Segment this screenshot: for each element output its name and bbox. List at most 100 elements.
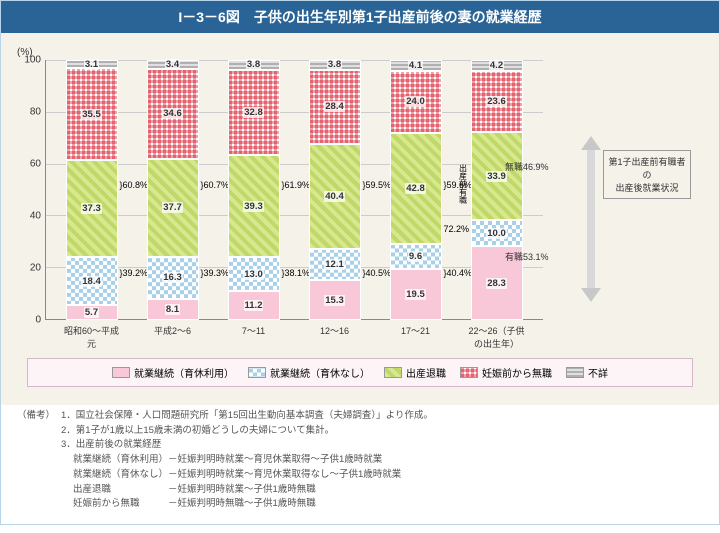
bar-segment-red: 34.6 <box>147 69 199 159</box>
xtick: 17～21 <box>386 324 446 350</box>
ytick: 80 <box>30 107 41 118</box>
legend-item: 出産退職 <box>384 365 446 380</box>
note-3-d4: 妊娠前から無職 －妊娠判明時無職～子供1歳時無職 <box>17 497 703 512</box>
yushoku-label: 有職53.1% <box>505 250 549 263</box>
legend-label: 出産退職 <box>406 365 446 380</box>
arrow-down-icon <box>581 288 601 302</box>
footnotes: （備考）1．国立社会保障・人口問題研究所「第15回出生動向基本調査（夫婦調査）」… <box>1 405 719 524</box>
ytick: 0 <box>35 315 41 326</box>
bar-value-label: 4.1 <box>408 60 423 71</box>
bar-value-label: 40.4 <box>324 191 345 202</box>
brace-label: }40.5% <box>363 268 392 278</box>
brace-label: }60.7% <box>201 180 230 190</box>
bar-value-label: 3.8 <box>327 59 342 70</box>
mushoku-label: 無職46.9% <box>505 160 549 173</box>
bar-col: 8.116.337.734.63.4}60.7%}39.3% <box>147 60 199 320</box>
legend-swatch <box>248 367 266 378</box>
bar-value-label: 12.1 <box>324 259 345 270</box>
legend-swatch <box>112 367 130 378</box>
notes-head: （備考） <box>17 409 61 424</box>
ytick: 20 <box>30 263 41 274</box>
brace-label: }60.8% <box>120 180 149 190</box>
bar-value-label: 3.8 <box>246 59 261 70</box>
x-axis: 昭和60～平成元平成2～67～1112～1617～2122～26（子供の出生年） <box>45 320 543 350</box>
legend-item: 不詳 <box>566 365 608 380</box>
bar-segment-gray: 4.2 <box>471 60 523 71</box>
note-2: 2．第1子が1歳以上15歳未満の初婚どうしの夫婦について集計。 <box>61 424 334 439</box>
bar-value-label: 28.3 <box>486 278 507 289</box>
bar-segment-pink: 8.1 <box>147 299 199 320</box>
bar-value-label: 15.3 <box>324 295 345 306</box>
bar-segment-gray: 3.4 <box>147 60 199 69</box>
bar-segment-blue: 10.0 <box>471 220 523 246</box>
ytick: 60 <box>30 159 41 170</box>
arrow-up-icon <box>581 136 601 150</box>
xtick: 22～26（子供の出生年） <box>467 324 527 350</box>
bar-value-label: 32.8 <box>243 107 264 118</box>
bar-value-label: 19.5 <box>405 289 426 300</box>
arrow-caption-line1: 第1子出産前有職者の <box>606 155 688 181</box>
bar-segment-green: 39.3 <box>228 155 280 257</box>
bar-segment-blue: 9.6 <box>390 244 442 269</box>
brace-mid: 72.2% <box>444 224 470 234</box>
chart-area: (%) 0 20 40 60 80 100 5.7 18.4 37.3 35.5 3.1 }60.8… <box>1 33 719 405</box>
bar-segment-red: 32.8 <box>228 70 280 155</box>
bar-segment-green: 37.7 <box>147 159 199 257</box>
bar-segment-green: 42.8 <box>390 133 442 244</box>
bar-segment-gray: 4.1 <box>390 60 442 71</box>
bar-segment-blue: 16.3 <box>147 257 199 299</box>
bar-segment-blue: 12.1 <box>309 249 361 280</box>
note-3: 3．出産前後の就業経歴 <box>61 438 161 453</box>
legend-label: 就業継続（育休利用） <box>134 365 234 380</box>
bar-segment-blue: 18.4 <box>66 257 118 305</box>
legend-label: 妊娠前から無職 <box>482 365 552 380</box>
right-annotations: 無職46.9% 有職53.1% 第1子出産前有職者の 出産後就業状況 <box>543 74 691 280</box>
legend-swatch <box>566 367 584 378</box>
bar-value-label: 18.4 <box>81 276 102 287</box>
bar-value-label: 39.3 <box>243 201 264 212</box>
ytick: 100 <box>24 55 41 66</box>
bar-value-label: 34.6 <box>162 108 183 119</box>
y-axis: 020406080100 <box>17 60 45 320</box>
bar-segment-green: 37.3 <box>66 160 118 257</box>
ytick: 40 <box>30 211 41 222</box>
bar-segment-pink: 15.3 <box>309 280 361 320</box>
bar-value-label: 11.2 <box>244 300 264 311</box>
bar-col: 19.59.642.824.04.1}59.6%}40.4%72.2%出産前有職 <box>390 60 442 320</box>
bar-value-label: 23.6 <box>486 96 507 107</box>
bar-value-label: 37.7 <box>162 202 183 213</box>
bar-value-label: 3.4 <box>165 59 180 70</box>
brace-label: }39.3% <box>201 268 230 278</box>
bar-segment-gray: 3.1 <box>66 60 118 68</box>
bar-value-label: 5.7 <box>84 307 99 318</box>
note-3-d3: 出産退職 －妊娠判明時就業～子供1歳時無職 <box>17 483 703 498</box>
bar-value-label: 10.0 <box>486 228 507 239</box>
bar-value-label: 33.9 <box>486 171 507 182</box>
note-3-d2: 就業継続（育休なし）－妊娠判明時就業～育児休業取得なし～子供1歳時就業 <box>17 468 703 483</box>
bar-value-label: 24.0 <box>405 96 426 107</box>
brace-label: }61.9% <box>282 180 311 190</box>
y-unit-label: (%) <box>17 47 703 58</box>
bar-segment-red: 28.4 <box>309 70 361 144</box>
brace-label: }39.2% <box>120 268 149 278</box>
bar-value-label: 8.1 <box>165 304 180 315</box>
brace-label: }40.4% <box>444 268 473 278</box>
bar-value-label: 13.0 <box>243 269 264 280</box>
bar-value-label: 35.5 <box>81 109 102 120</box>
figure-container: I－3－6図 子供の出生年別第1子出産前後の妻の就業経歴 (%) 0 20 40 60… <box>0 0 720 525</box>
plot: 020406080100 5.718.437.335.53.1}60.8%}39… <box>17 60 703 320</box>
legend-swatch <box>384 367 402 378</box>
bar-segment-pink: 11.2 <box>228 291 280 320</box>
arrow-caption-line2: 出産後就業状況 <box>606 181 688 194</box>
xtick: 12～16 <box>305 324 365 350</box>
legend-item: 妊娠前から無職 <box>460 365 552 380</box>
bar-segment-red: 24.0 <box>390 71 442 133</box>
bar-col: 11.213.039.332.83.8}61.9%}38.1% <box>228 60 280 320</box>
bar-value-label: 3.1 <box>84 59 99 70</box>
xtick: 7～11 <box>224 324 284 350</box>
figure-title: I－3－6図 子供の出生年別第1子出産前後の妻の就業経歴 <box>1 1 719 33</box>
legend-swatch <box>460 367 478 378</box>
note-1: 1．国立社会保障・人口問題研究所「第15回出生動向基本調査（夫婦調査）」より作成… <box>61 409 433 424</box>
bar-col: 28.3 10.0 33.9 23.6 4.2 <box>471 60 523 320</box>
arrow-caption-box: 第1子出産前有職者の 出産後就業状況 <box>603 150 691 199</box>
